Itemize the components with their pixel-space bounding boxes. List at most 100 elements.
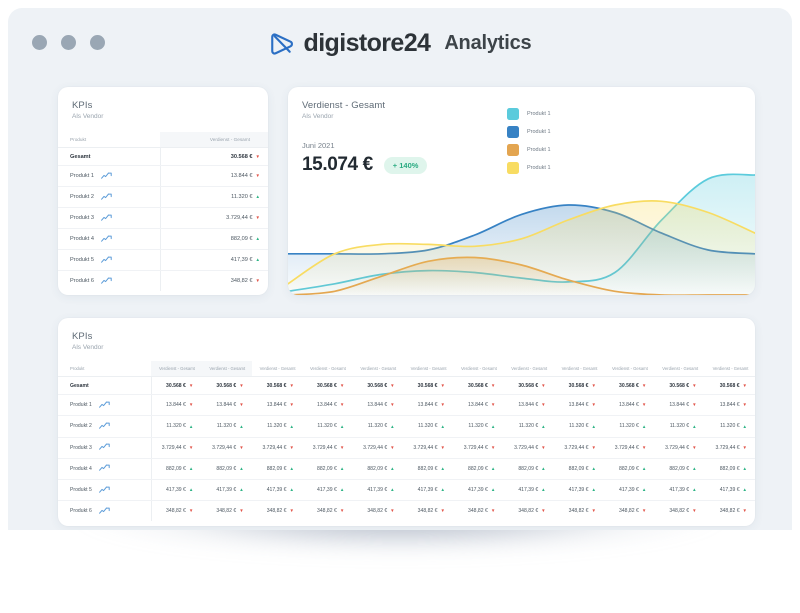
column-header-verdienst-11[interactable]: Verdienst - Gesamt xyxy=(704,361,755,377)
product-label: Produkt 2 xyxy=(70,423,92,430)
legend-swatch-icon xyxy=(507,108,519,120)
brand-lockup: digistore24 Analytics xyxy=(8,29,792,58)
trend-indicator-up: ▲ xyxy=(591,423,596,429)
column-header-verdienst-0[interactable]: Verdienst - Gesamt xyxy=(151,361,202,377)
page-title: KPIs xyxy=(72,100,93,111)
column-header-verdienst-7[interactable]: Verdienst - Gesamt xyxy=(503,361,554,377)
column-header-verdienst[interactable]: Verdienst - Gesamt xyxy=(160,132,268,148)
trend-indicator-down: ▼ xyxy=(239,444,244,450)
column-header-verdienst-10[interactable]: Verdienst - Gesamt xyxy=(654,361,705,377)
column-header-verdienst-4[interactable]: Verdienst - Gesamt xyxy=(352,361,403,377)
column-header-produkt[interactable]: Produkt xyxy=(58,361,151,377)
sparkline-icon[interactable] xyxy=(98,401,110,410)
column-header-verdienst-9[interactable]: Verdienst - Gesamt xyxy=(603,361,655,377)
table-row[interactable]: Produkt 2 11.320 € ▲ xyxy=(58,186,268,208)
chart-legend: Produkt 1 Produkt 1 Produkt 1 Produkt 1 xyxy=(507,108,551,180)
cell-product: Produkt 6 xyxy=(58,500,152,522)
trend-indicator-down: ▼ xyxy=(692,382,697,388)
sparkline-icon[interactable] xyxy=(98,507,110,516)
table-row[interactable]: Produkt 5 417,39 € ▲ xyxy=(58,249,268,271)
sparkline-icon[interactable] xyxy=(101,193,112,202)
cell-value: 348,82 € ▼ xyxy=(669,508,697,515)
window-dot-maximize[interactable] xyxy=(90,35,105,50)
sparkline-icon[interactable] xyxy=(98,464,110,473)
cell-value: 3.729,44 € ▼ xyxy=(603,437,655,459)
table-row[interactable]: Produkt 5 417,39 € ▲ 417,39 € ▲ 417,39 € ▲ 417,… xyxy=(58,479,755,502)
cell-value: 13.844 € ▼ xyxy=(402,394,453,417)
trend-indicator-down: ▼ xyxy=(591,382,596,388)
cell-value: 417,39 € ▲ xyxy=(151,479,202,502)
table-row[interactable]: Produkt 4 882,09 € ▲ 882,09 € ▲ 882,09 € ▲ 882,… xyxy=(58,458,755,480)
sparkline-icon[interactable] xyxy=(101,277,112,286)
cell-value: 13.844 € ▼ xyxy=(151,394,202,417)
cell-value: 417,39 € ▲ xyxy=(704,479,755,502)
table-row[interactable]: Produkt 6 348,82 € ▼ xyxy=(58,270,268,291)
sparkline-icon[interactable] xyxy=(98,443,110,452)
cell-value: 3.729,44 € ▼ xyxy=(301,437,353,459)
trend-indicator-down: ▼ xyxy=(440,402,445,408)
column-header-verdienst-6[interactable]: Verdienst - Gesamt xyxy=(452,361,504,377)
sparkline-icon[interactable] xyxy=(101,214,112,223)
cell-value: 13.844 € ▼ xyxy=(201,394,252,417)
window-controls[interactable] xyxy=(32,35,105,50)
trend-indicator-up: ▲ xyxy=(339,466,345,471)
table-row[interactable]: Produkt 1 13.844 € ▼ 13.844 € ▼ 13.844 € ▼ 13.8… xyxy=(58,394,755,417)
column-header-verdienst-2[interactable]: Verdienst - Gesamt xyxy=(251,361,302,377)
table-row[interactable]: Produkt 1 13.844 € ▼ xyxy=(58,165,268,187)
column-header-produkt[interactable]: Produkt xyxy=(58,132,161,148)
cell-value: 882,09 € ▲ xyxy=(402,458,453,480)
trend-indicator-down: ▼ xyxy=(490,402,496,408)
sparkline-icon[interactable] xyxy=(98,422,110,431)
table-row[interactable]: Produkt 6 348,82 € ▼ 348,82 € ▼ 348,82 € ▼ 348,… xyxy=(58,500,755,522)
digistore24-logo-icon xyxy=(269,31,295,57)
table-row[interactable]: Produkt 2 11.320 € ▲ 11.320 € ▲ 11.320 € ▲ 11.3… xyxy=(58,415,755,438)
trend-indicator-down: ▼ xyxy=(188,444,194,450)
legend-item-0[interactable]: Produkt 1 xyxy=(507,108,551,120)
trend-indicator-down: ▼ xyxy=(390,382,395,388)
sparkline-icon[interactable] xyxy=(101,256,112,265)
table-row[interactable]: Produkt 3 3.729,44 € ▼ 3.729,44 € ▼ 3.729,44 … xyxy=(58,437,755,459)
legend-item-1[interactable]: Produkt 1 xyxy=(507,126,551,138)
trend-indicator-up: ▲ xyxy=(591,466,596,471)
trend-indicator-down: ▼ xyxy=(239,402,244,408)
trend-indicator-down: ▼ xyxy=(541,508,546,514)
legend-item-3[interactable]: Produkt 1 xyxy=(507,162,551,174)
column-header-verdienst-3[interactable]: Verdienst - Gesamt xyxy=(301,361,353,377)
cell-value: 882,09 € ▲ xyxy=(159,228,268,250)
window-dot-close[interactable] xyxy=(32,35,47,50)
table-row[interactable]: Produkt 3 3.729,44 € ▼ xyxy=(58,207,268,229)
trend-indicator-up: ▲ xyxy=(742,423,747,429)
trend-indicator-up: ▲ xyxy=(692,423,697,429)
cell-value: 417,39 € ▲ xyxy=(553,479,604,502)
cell-value: 882,09 € ▲ xyxy=(301,458,353,480)
window-dot-minimize[interactable] xyxy=(61,35,76,50)
column-header-verdienst-8[interactable]: Verdienst - Gesamt xyxy=(553,361,604,377)
sparkline-icon[interactable] xyxy=(98,486,110,495)
cell-value: 417,39 € ▲ xyxy=(201,479,252,502)
trend-indicator-up: ▲ xyxy=(490,487,496,493)
column-header-verdienst-5[interactable]: Verdienst - Gesamt xyxy=(402,361,453,377)
sparkline-icon[interactable] xyxy=(101,172,112,181)
trend-indicator-down: ▼ xyxy=(255,173,260,179)
trend-indicator-up: ▲ xyxy=(390,487,395,493)
column-header-verdienst-1[interactable]: Verdienst - Gesamt xyxy=(201,361,252,377)
wide-table-scroll[interactable]: Produkt Verdienst - Gesamt Verdienst - Ges… xyxy=(58,361,755,522)
trend-indicator-down: ▼ xyxy=(440,444,445,450)
table-row[interactable]: Gesamt 30.568 € ▼ xyxy=(58,147,268,166)
cell-value: 417,39 € ▲ xyxy=(654,479,705,502)
trend-indicator-down: ▼ xyxy=(239,382,244,388)
sparkline-icon[interactable] xyxy=(101,235,112,244)
chart-summary: Juni 2021 15.074 € + 140% xyxy=(302,141,755,176)
table-row[interactable]: Produkt 4 882,09 € ▲ xyxy=(58,228,268,250)
product-label: Produkt 3 xyxy=(70,215,94,221)
cell-value: 30.568 € ▼ xyxy=(654,376,705,396)
kpi-wide-table: Produkt Verdienst - Gesamt Verdienst - Ges… xyxy=(58,361,755,522)
titlebar: digistore24 Analytics xyxy=(8,8,792,74)
trend-indicator-down: ▼ xyxy=(339,402,345,408)
trend-indicator-up: ▲ xyxy=(692,487,697,493)
trend-indicator-down: ▼ xyxy=(742,402,747,408)
legend-item-2[interactable]: Produkt 1 xyxy=(507,144,551,156)
cell-value: 348,82 € ▼ xyxy=(317,508,345,515)
table-row[interactable]: Gesamt 30.568 € ▼ 30.568 € ▼ 30.568 € ▼ 30.568 … xyxy=(58,376,755,396)
table-header-row: Produkt Verdienst - Gesamt xyxy=(58,132,268,148)
